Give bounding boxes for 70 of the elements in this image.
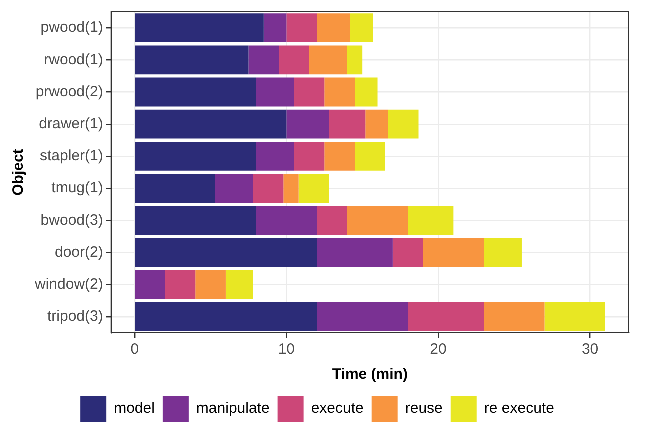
bar <box>286 110 330 139</box>
bar <box>324 142 355 171</box>
bar <box>298 174 330 203</box>
bar <box>284 174 299 203</box>
bar <box>366 110 388 139</box>
bar <box>350 14 374 42</box>
bar <box>484 238 522 268</box>
bar <box>135 206 256 236</box>
bar <box>317 14 350 42</box>
bar <box>253 174 284 203</box>
bar <box>264 14 287 42</box>
bar <box>256 78 294 107</box>
bar <box>135 142 256 171</box>
y-axis-title: Object <box>10 149 28 196</box>
bar <box>135 46 249 75</box>
legend-label: re execute <box>484 400 554 418</box>
bar <box>408 206 454 236</box>
bar <box>294 142 325 171</box>
bar <box>135 14 264 42</box>
bar <box>294 78 325 107</box>
legend-label: model <box>114 400 155 418</box>
y-tick-label: drawer(1) <box>39 115 104 132</box>
bar <box>165 270 196 300</box>
x-tick-label: 30 <box>582 341 599 358</box>
bar <box>355 78 378 107</box>
y-tick-label: prwood(2) <box>36 83 104 100</box>
bar <box>423 238 484 268</box>
bar <box>256 142 294 171</box>
bar <box>286 14 318 42</box>
bar <box>135 174 216 203</box>
bar <box>135 302 318 332</box>
bar <box>317 238 393 268</box>
bar <box>135 270 166 300</box>
bar <box>484 302 545 332</box>
legend-label: manipulate <box>196 400 270 418</box>
x-tick-label: 0 <box>130 341 140 358</box>
bar <box>317 302 408 332</box>
bar <box>196 270 226 300</box>
bar <box>226 270 254 300</box>
bar <box>324 78 355 107</box>
y-tick-label: door(2) <box>55 244 104 261</box>
bar <box>544 302 606 332</box>
y-tick-label: tmug(1) <box>52 180 104 197</box>
bar <box>135 110 287 139</box>
bar <box>279 46 310 75</box>
bar <box>392 238 424 268</box>
y-tick-label: stapler(1) <box>40 148 104 165</box>
x-tick-label: 10 <box>278 341 296 358</box>
bar <box>355 142 386 171</box>
y-tick-label: pwood(1) <box>40 19 104 36</box>
bar <box>388 110 419 139</box>
bar <box>135 238 318 268</box>
bar <box>256 206 318 236</box>
y-tick-label: window(2) <box>34 276 104 293</box>
bar <box>347 46 363 75</box>
bar <box>309 46 348 75</box>
x-tick-label: 20 <box>430 341 447 358</box>
bar <box>408 302 484 332</box>
bar <box>135 78 256 107</box>
y-tick-label: bwood(3) <box>40 212 104 229</box>
legend-label: reuse <box>405 400 443 418</box>
bar <box>215 174 254 203</box>
y-tick-label: tripod(3) <box>48 308 104 326</box>
y-tick-label: rwood(1) <box>44 51 104 68</box>
x-axis-title: Time (min) <box>332 366 408 384</box>
bar <box>248 46 280 75</box>
legend-label: execute <box>311 400 364 418</box>
bar <box>347 206 408 236</box>
bar <box>317 206 348 236</box>
bar <box>329 110 366 139</box>
